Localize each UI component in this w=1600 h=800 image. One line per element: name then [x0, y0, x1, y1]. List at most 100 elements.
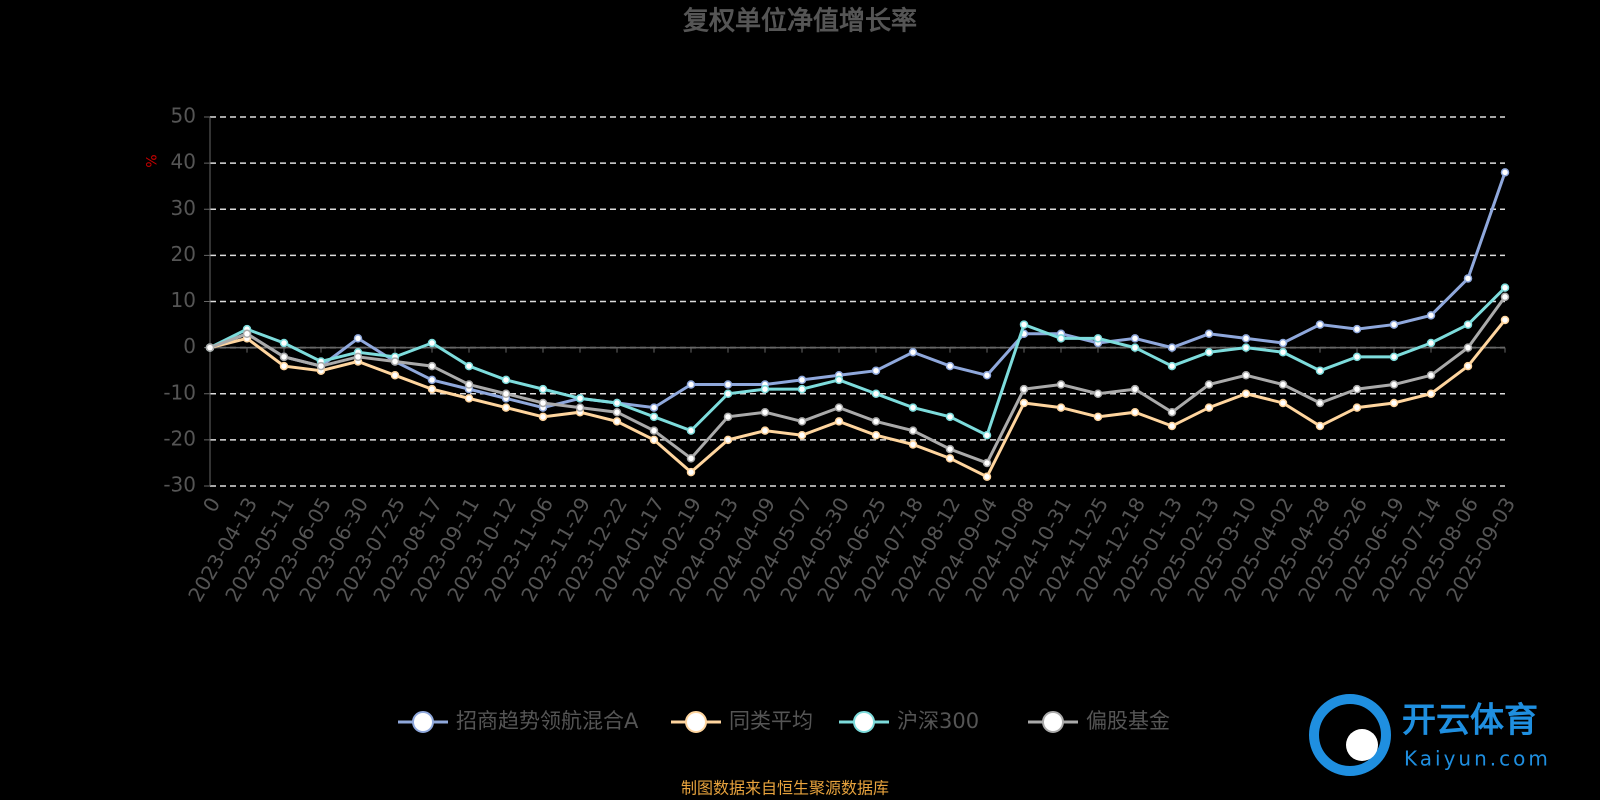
data-point: [1019, 384, 1029, 394]
legend-label: 沪深300: [897, 709, 979, 733]
data-point: [1463, 274, 1473, 283]
data-point: [1167, 343, 1177, 352]
data-point: [205, 343, 215, 352]
data-point: [1130, 407, 1140, 417]
data-point: [871, 417, 881, 426]
data-point: [1426, 371, 1436, 380]
y-tick-label: -10: [163, 380, 196, 404]
data-point: [871, 431, 881, 440]
legend-marker: [1042, 711, 1064, 733]
data-point: [871, 389, 881, 398]
data-point: [353, 334, 363, 343]
data-point: [1130, 343, 1140, 352]
legend-label: 同类平均: [729, 709, 813, 733]
data-point: [1056, 380, 1066, 389]
data-point: [723, 380, 733, 389]
data-point: [1241, 334, 1251, 343]
data-point: [982, 458, 992, 468]
data-point: [1500, 168, 1510, 177]
watermark-url: Kaiyun.com: [1404, 747, 1551, 771]
logo-ball: [1346, 729, 1378, 761]
data-point: [797, 384, 807, 394]
legend-marker: [412, 711, 434, 733]
data-point: [1093, 389, 1103, 398]
data-point: [982, 431, 992, 440]
data-point: [1019, 320, 1029, 329]
data-point: [686, 467, 696, 477]
series-line: [209, 171, 1507, 410]
data-point: [723, 412, 733, 422]
data-point: [1167, 361, 1177, 371]
data-point: [945, 444, 955, 454]
data-point: [1204, 347, 1214, 357]
data-point: [1352, 324, 1362, 334]
data-point: [1167, 407, 1177, 417]
data-point: [871, 366, 881, 375]
legend-label: 招商趋势领航混合A: [456, 709, 639, 733]
data-point: [1500, 292, 1510, 302]
data-point: [612, 417, 622, 426]
data-point: [575, 403, 585, 412]
data-point: [538, 412, 548, 422]
y-tick-label: -30: [163, 473, 196, 497]
data-point: [279, 361, 289, 371]
x-tick-label: 0: [198, 493, 225, 516]
data-point: [1241, 371, 1251, 380]
data-point: [723, 389, 733, 398]
logo-ring: [1309, 694, 1391, 776]
data-point: [723, 435, 733, 445]
data-point: [649, 412, 659, 422]
data-point: [316, 361, 326, 371]
data-point: [390, 357, 400, 366]
data-point: [982, 371, 992, 380]
y-tick-label: -20: [163, 426, 196, 450]
data-point: [834, 403, 844, 412]
series-line: [209, 286, 1507, 438]
data-point: [1352, 352, 1362, 362]
data-point: [945, 454, 955, 463]
data-point: [1352, 384, 1362, 394]
data-point: [242, 329, 252, 339]
data-point: [649, 403, 659, 412]
y-tick-label: 40: [171, 150, 196, 174]
data-point: [427, 375, 437, 385]
data-point: [760, 384, 770, 394]
data-point: [1167, 421, 1177, 431]
data-point: [686, 454, 696, 463]
data-point: [427, 384, 437, 394]
data-point: [390, 371, 400, 380]
data-point: [908, 403, 918, 412]
data-point: [1463, 343, 1473, 352]
legend-label: 偏股基金: [1086, 709, 1170, 733]
data-point: [1093, 334, 1103, 343]
watermark: 开云体育 Kaiyun.com: [1309, 694, 1551, 776]
data-point: [834, 417, 844, 426]
data-point: [982, 472, 992, 482]
watermark-name: 开云体育: [1402, 701, 1538, 741]
data-point: [1130, 334, 1140, 343]
data-point: [464, 361, 474, 371]
y-axis-label: %: [142, 154, 158, 167]
data-point: [1426, 389, 1436, 398]
data-point: [834, 375, 844, 385]
data-point: [797, 431, 807, 440]
data-point: [1315, 421, 1325, 431]
data-point: [353, 352, 363, 362]
data-point: [1315, 366, 1325, 375]
data-point: [649, 435, 659, 445]
data-point: [1500, 283, 1510, 292]
chart-title: 复权单位净值增长率: [683, 6, 917, 37]
data-point: [760, 407, 770, 417]
data-point: [908, 426, 918, 435]
data-point: [1019, 398, 1029, 408]
data-point: [575, 394, 585, 403]
data-point: [464, 380, 474, 389]
data-point: [1389, 320, 1399, 329]
series-line: [209, 296, 1507, 465]
data-point: [1093, 412, 1103, 422]
data-point: [945, 412, 955, 422]
data-point: [649, 426, 659, 435]
data-point: [1352, 403, 1362, 412]
data-point: [538, 398, 548, 408]
y-tick-label: 50: [171, 104, 196, 128]
